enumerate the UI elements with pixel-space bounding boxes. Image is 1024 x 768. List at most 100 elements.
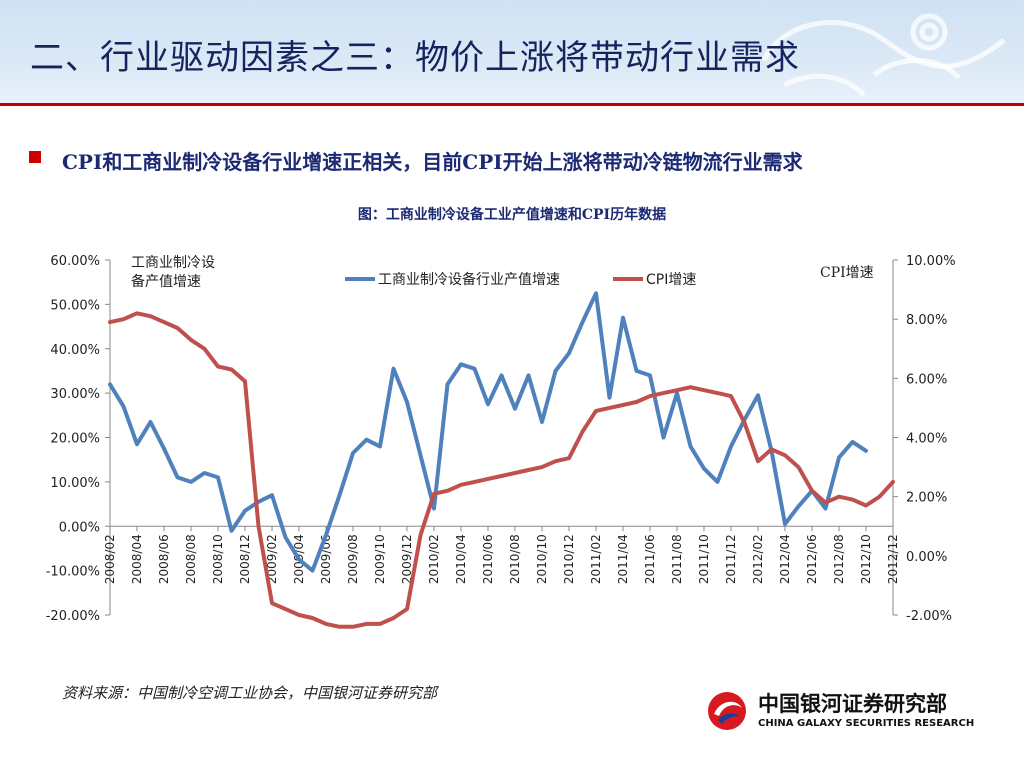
- data-point: [608, 406, 611, 410]
- data-point: [540, 420, 544, 424]
- left-axis-title: 工商业制冷设: [131, 255, 215, 271]
- data-point: [513, 471, 517, 475]
- data-point: [594, 409, 598, 413]
- data-point: [824, 501, 827, 504]
- data-point: [230, 368, 233, 371]
- right-axis-tick-label: 4.00%: [906, 432, 947, 447]
- chart-plot-area: [108, 291, 895, 629]
- left-axis-tick-label: 40.00%: [50, 343, 100, 358]
- data-point: [189, 338, 193, 342]
- data-point: [365, 438, 368, 441]
- data-point: [311, 569, 314, 572]
- data-point: [743, 421, 746, 424]
- x-axis-tick-label: 2011/08: [670, 534, 684, 584]
- right-axis-tick-label: 8.00%: [906, 313, 947, 328]
- data-point: [270, 494, 274, 497]
- data-point: [378, 445, 382, 448]
- data-point: [675, 391, 679, 395]
- x-axis-tick-label: 2008/02: [103, 534, 117, 584]
- data-point: [891, 480, 895, 484]
- data-point: [797, 465, 800, 469]
- left-axis-tick-label: 20.00%: [50, 432, 100, 447]
- data-point: [473, 367, 476, 370]
- chart-axes: 60.00% 50.00% 40.00% 30.00% 20.00% 10.00% 0.00…: [46, 254, 956, 624]
- x-axis-tick-label: 2012/12: [886, 534, 900, 584]
- data-point: [770, 448, 773, 451]
- data-point: [486, 403, 490, 406]
- company-logo: 中国银河证券研究部 CHINA GALAXY SECURITIES RESEAR…: [706, 688, 1006, 736]
- x-axis-tick-label: 2012/06: [805, 534, 819, 584]
- data-point: [284, 607, 287, 611]
- data-point: [419, 533, 422, 537]
- data-point: [716, 391, 719, 395]
- right-axis-tick-label: 0.00%: [906, 550, 947, 565]
- data-point: [662, 436, 665, 439]
- data-point: [351, 451, 355, 455]
- data-point: [176, 326, 179, 330]
- data-point: [392, 367, 395, 370]
- data-point: [783, 454, 787, 457]
- data-point: [756, 460, 760, 463]
- chart-legend: 工商业制冷设备行业产值增速 CPI增速: [345, 271, 696, 288]
- data-point: [594, 292, 598, 295]
- data-point: [405, 607, 409, 611]
- data-point: [459, 363, 463, 366]
- data-point: [756, 394, 760, 397]
- data-point: [473, 480, 476, 484]
- data-point: [284, 536, 287, 539]
- data-point: [810, 489, 814, 492]
- data-point: [149, 420, 152, 424]
- x-axis-tick-label: 2010/04: [454, 534, 468, 584]
- x-axis-tick-label: 2011/12: [724, 534, 738, 584]
- data-point: [135, 312, 139, 315]
- data-point: [702, 467, 706, 470]
- data-point: [216, 476, 220, 479]
- data-point: [527, 374, 530, 377]
- data-point: [176, 476, 179, 479]
- data-point: [324, 622, 328, 626]
- x-axis-tick-label: 2010/08: [508, 534, 522, 584]
- x-axis-tick-label: 2012/04: [778, 534, 792, 584]
- data-point: [635, 400, 638, 404]
- data-point: [257, 525, 260, 528]
- x-axis-tick-label: 2009/10: [373, 534, 387, 584]
- x-axis-tick-label: 2010/02: [427, 534, 441, 584]
- data-point: [338, 494, 341, 497]
- data-point: [581, 430, 584, 433]
- data-point: [662, 391, 665, 395]
- x-axis-tick-label: 2011/04: [616, 534, 630, 584]
- x-axis-tick-label: 2010/06: [481, 534, 495, 584]
- chart-caption: 图：工商业制冷设备工业产值增速和CPI历年数据: [357, 207, 667, 223]
- data-point: [635, 369, 638, 373]
- data-point: [108, 320, 112, 324]
- data-point: [567, 457, 571, 460]
- data-point: [675, 389, 679, 392]
- data-point: [702, 389, 706, 392]
- data-point: [851, 498, 854, 501]
- x-axis-tick-label: 2008/04: [130, 534, 144, 584]
- decorative-cloud-pattern: [761, 13, 1006, 97]
- left-axis-tick-label: 30.00%: [50, 387, 100, 402]
- header-divider: [0, 103, 1024, 106]
- x-axis-tick-label: 2009/12: [400, 534, 414, 584]
- data-point: [149, 315, 152, 318]
- data-point: [851, 440, 854, 444]
- data-point: [122, 405, 125, 408]
- left-axis-tick-label: 60.00%: [50, 254, 100, 269]
- x-axis-tick-label: 2008/06: [157, 534, 171, 584]
- left-axis-tick-label: -20.00%: [46, 609, 100, 624]
- data-point: [230, 529, 233, 532]
- right-axis-tick-label: -2.00%: [906, 609, 952, 624]
- x-axis-tick-label: 2009/06: [319, 534, 333, 584]
- data-point: [432, 492, 436, 495]
- data-point: [608, 396, 611, 399]
- logo-name-cn: 中国银河证券研究部: [758, 692, 947, 716]
- bullet-text: CPI和工商业制冷设备行业增速正相关，目前CPI开始上涨将带动冷链物流行业需求: [62, 150, 803, 174]
- x-axis-tick-label: 2008/08: [184, 534, 198, 584]
- data-point: [351, 625, 355, 628]
- data-point: [689, 386, 692, 389]
- data-point: [864, 449, 868, 452]
- data-point: [243, 380, 247, 383]
- x-axis-tick-label: 2011/10: [697, 534, 711, 584]
- source-note: 资料来源：中国制冷空调工业协会，中国银河证券研究部: [62, 684, 438, 702]
